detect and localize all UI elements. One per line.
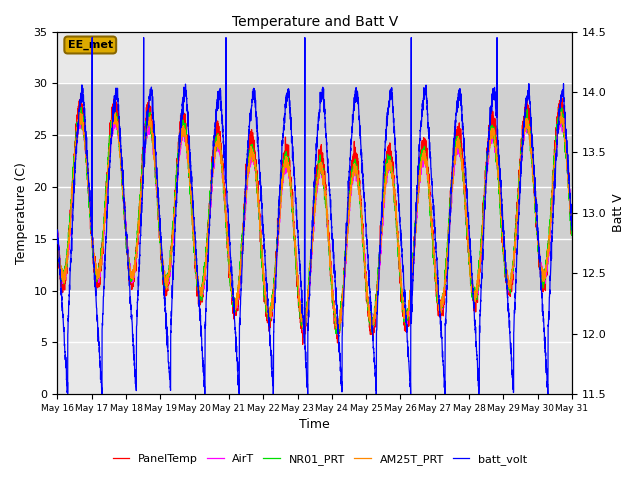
AM25T_PRT [568,220,575,226]
PanelTemp [296,300,303,306]
Title: Temperature and Batt V: Temperature and Batt V [232,15,398,29]
batt_volt [147,92,154,97]
AirT [54,233,61,239]
batt_volt [54,227,61,233]
PanelTemp [299,341,307,347]
AM25T_PRT [430,247,438,252]
Line: batt_volt: batt_volt [58,37,572,394]
AirT [111,109,118,115]
AirT [146,120,154,125]
NR01_PRT [460,168,467,173]
batt_volt [401,305,409,311]
AM25T_PRT [146,123,154,129]
Text: EE_met: EE_met [68,40,113,50]
PanelTemp [146,108,154,114]
AM25T_PRT [568,224,576,230]
PanelTemp [568,227,576,232]
AirT [401,318,409,324]
PanelTemp [430,255,438,261]
PanelTemp [54,227,61,233]
PanelTemp [401,324,409,329]
NR01_PRT [568,230,575,236]
NR01_PRT [334,332,342,337]
Y-axis label: Temperature (C): Temperature (C) [15,162,28,264]
Line: NR01_PRT: NR01_PRT [58,108,572,335]
NR01_PRT [54,239,61,244]
AirT [460,175,467,180]
X-axis label: Time: Time [300,419,330,432]
AM25T_PRT [296,299,303,305]
PanelTemp [460,161,467,167]
AM25T_PRT [460,175,467,180]
PanelTemp [77,92,84,97]
AM25T_PRT [401,320,409,325]
AirT [333,332,341,337]
Line: AirT: AirT [58,112,572,335]
NR01_PRT [401,315,409,321]
NR01_PRT [430,255,438,261]
Line: PanelTemp: PanelTemp [58,95,572,344]
Bar [58,84,572,290]
batt_volt [296,256,303,262]
AirT [568,221,575,227]
PanelTemp [568,226,575,231]
Y-axis label: Batt V: Batt V [612,193,625,232]
AM25T_PRT [333,326,341,332]
Legend: PanelTemp, AirT, NR01_PRT, AM25T_PRT, batt_volt: PanelTemp, AirT, NR01_PRT, AM25T_PRT, ba… [108,450,532,469]
NR01_PRT [568,229,576,235]
batt_volt [568,228,576,233]
AirT [430,248,438,254]
NR01_PRT [77,105,85,110]
AirT [568,231,576,237]
NR01_PRT [146,120,154,125]
batt_volt [98,391,106,397]
NR01_PRT [296,299,303,305]
batt_volt [568,223,575,228]
batt_volt [430,213,438,218]
batt_volt [460,125,467,131]
AirT [296,295,303,301]
AM25T_PRT [54,234,61,240]
AM25T_PRT [76,107,83,113]
batt_volt [88,35,96,40]
Line: AM25T_PRT: AM25T_PRT [58,110,572,329]
